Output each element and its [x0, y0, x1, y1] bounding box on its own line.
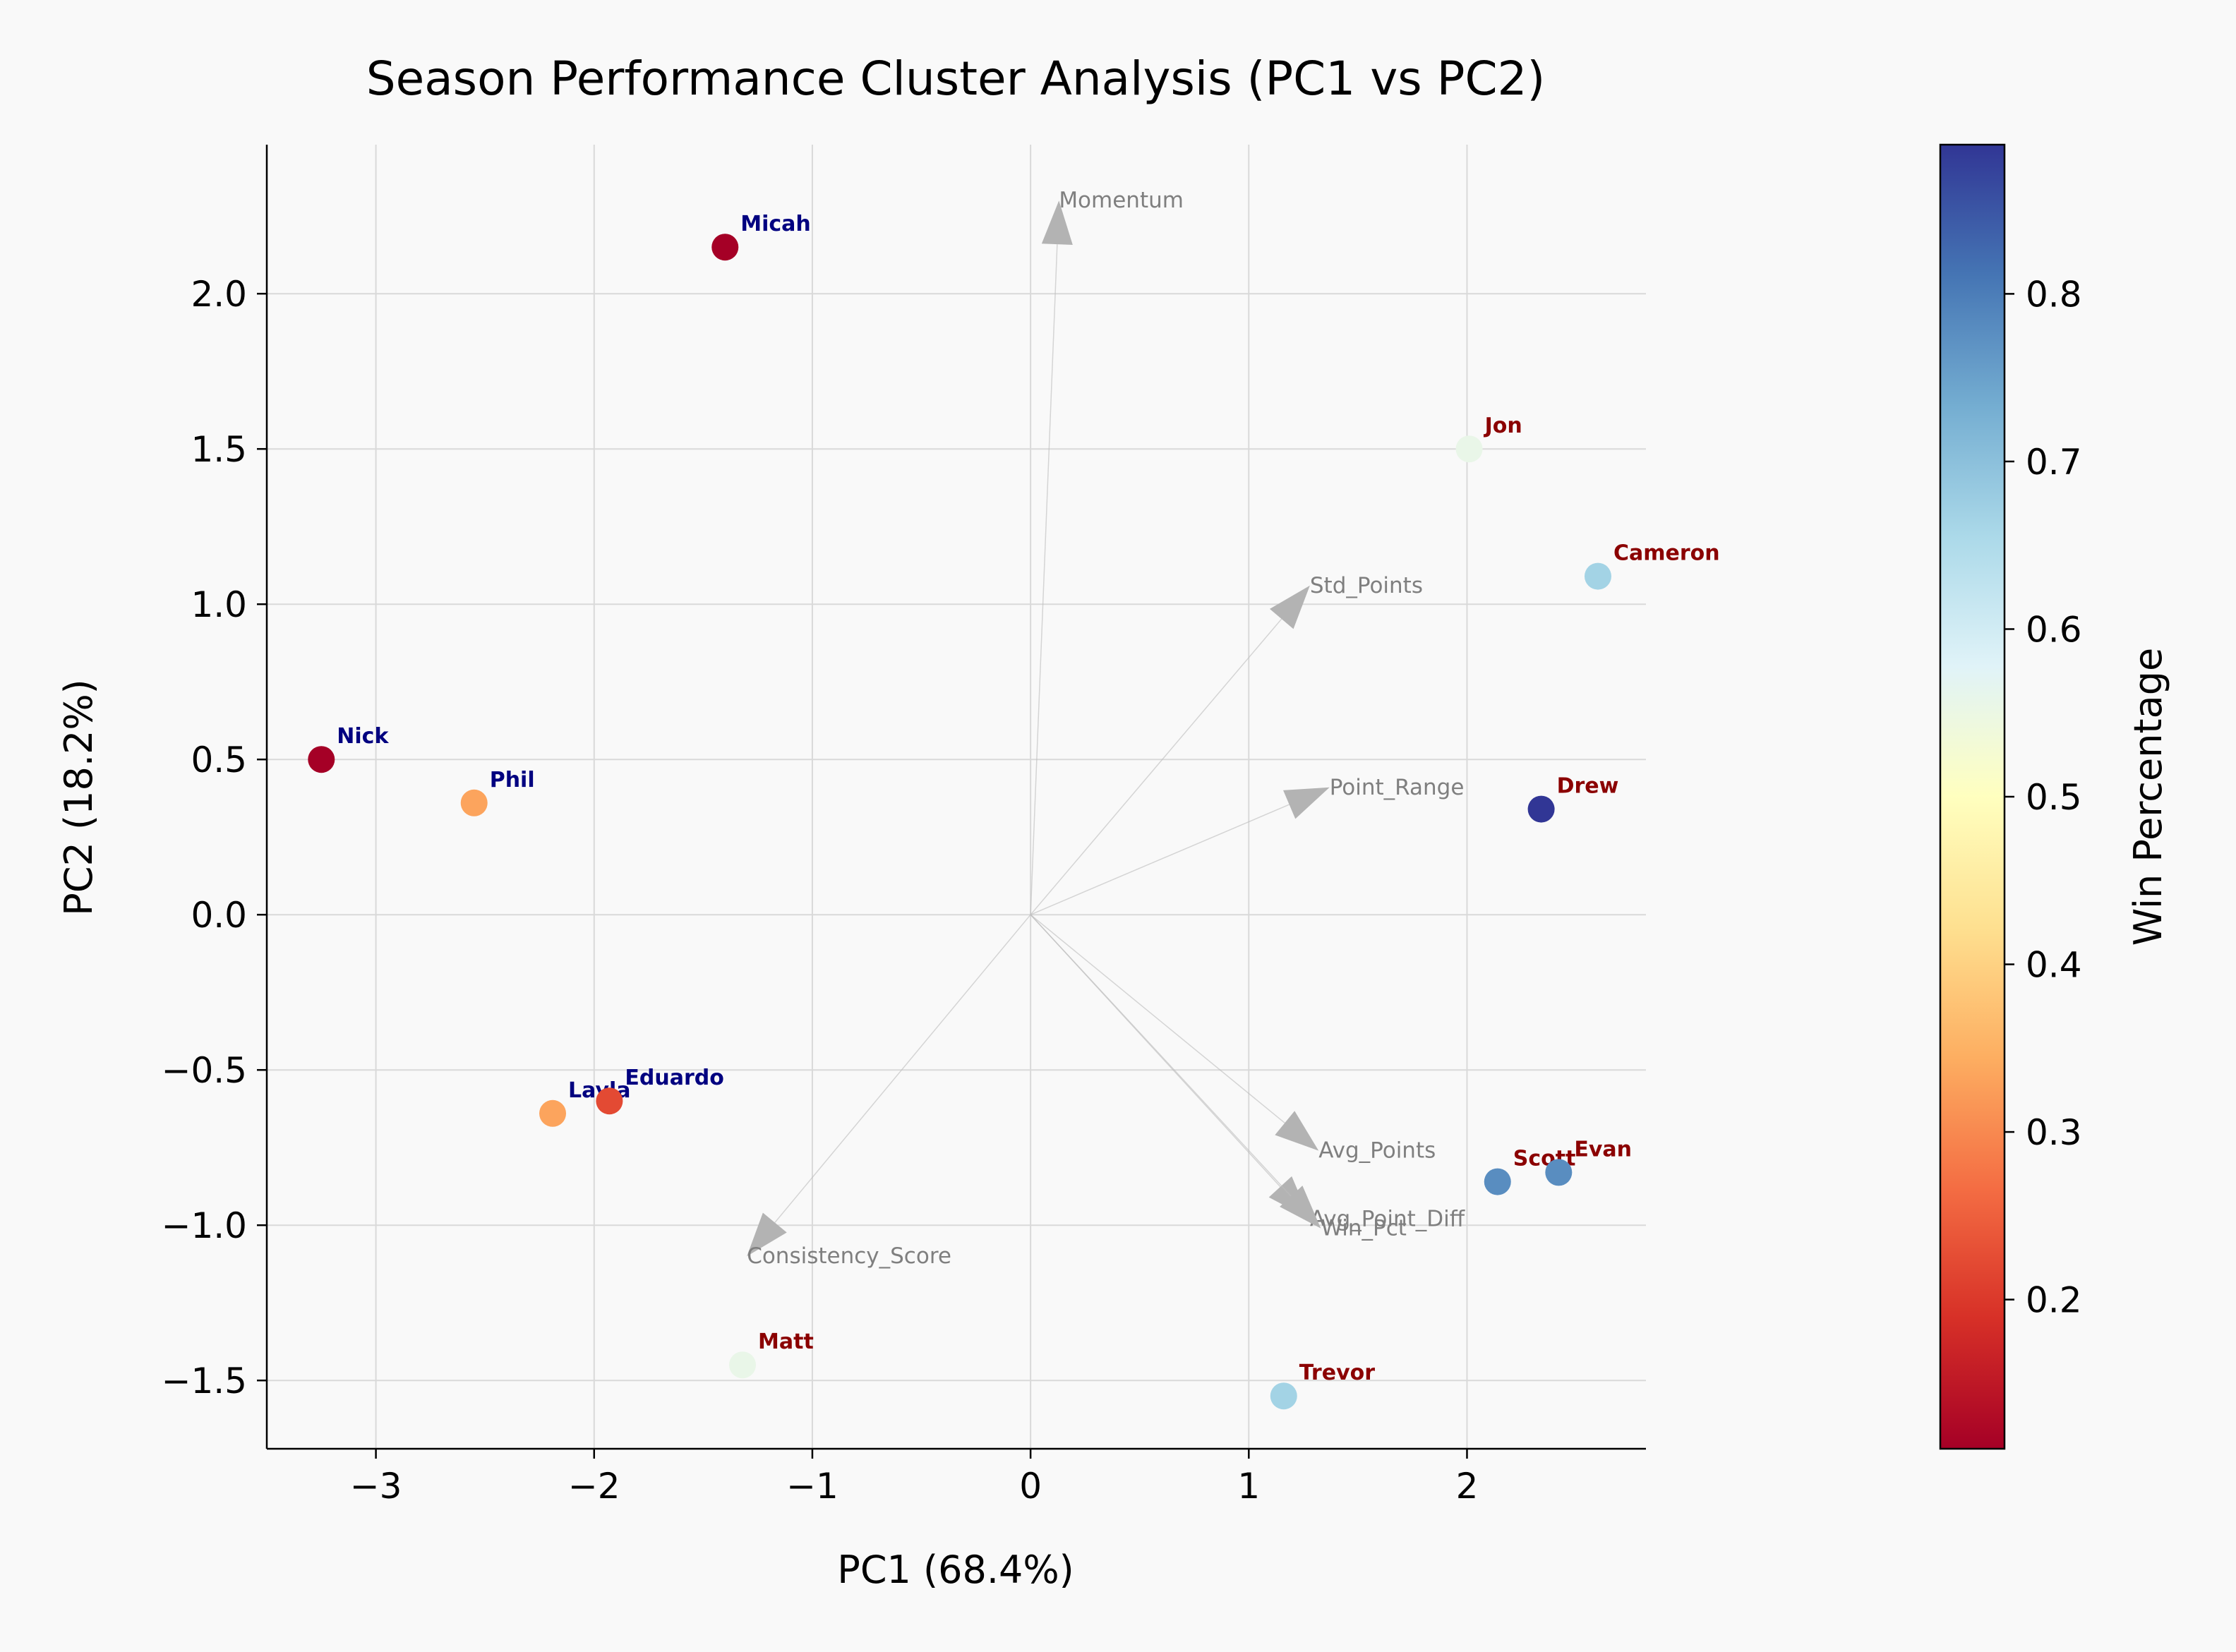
point-label: Jon [1484, 414, 1522, 438]
loading-line [1030, 618, 1282, 915]
chart-title: Season Performance Cluster Analysis (PC1… [366, 52, 1546, 106]
x-tick-label: −3 [350, 1466, 402, 1507]
loading-arrowhead [1283, 787, 1330, 819]
loading-label: Std_Points [1310, 573, 1423, 598]
data-point [711, 234, 739, 261]
data-point [308, 746, 335, 773]
grid [267, 145, 1646, 1449]
x-axis-ticks: −3 −2 −1 0 1 2 [350, 1449, 1479, 1507]
point-label: Micah [740, 212, 811, 236]
data-point [460, 789, 488, 816]
y-tick-label: −1.0 [162, 1205, 247, 1246]
data-point [1527, 795, 1555, 823]
loading-vectors: Momentum Std_Points Point_Range Avg_Points A… [747, 188, 1465, 1269]
x-tick-label: 1 [1237, 1466, 1260, 1507]
loading-arrowhead [1275, 1111, 1319, 1151]
loading-label: Avg_Points [1318, 1138, 1436, 1164]
data-point [729, 1351, 757, 1379]
x-tick-label: 2 [1456, 1466, 1479, 1507]
data-point [1484, 1168, 1511, 1195]
point-label: Nick [337, 724, 389, 749]
data-point [1545, 1159, 1573, 1186]
colorbar-tick-label: 0.3 [2026, 1112, 2082, 1153]
loading-label: Win_Pct [1321, 1216, 1407, 1241]
x-tick-label: 0 [1019, 1466, 1042, 1507]
colorbar [1939, 143, 2006, 1450]
colorbar-ticks: 0.2 0.3 0.4 0.5 0.6 0.7 0.8 [2004, 274, 2082, 1321]
point-label: Phil [490, 768, 535, 792]
colorbar-tick-label: 0.8 [2026, 274, 2082, 315]
loading-label: Avg_Point_Diff [1310, 1206, 1465, 1231]
colorbar-tick-label: 0.6 [2026, 609, 2082, 650]
axis-spines [265, 145, 1646, 1450]
data-point [1270, 1382, 1297, 1410]
colorbar-label: Win Percentage [2126, 648, 2170, 946]
loading-arrowhead [1280, 1186, 1321, 1229]
point-label: Drew [1557, 774, 1619, 799]
y-tick-label: −0.5 [162, 1050, 247, 1091]
x-tick-label: −1 [786, 1466, 838, 1507]
colorbar-tick-label: 0.2 [2026, 1280, 2082, 1321]
point-label: Matt [758, 1330, 814, 1354]
loading-line [1030, 914, 1285, 1123]
data-point [539, 1099, 567, 1127]
loading-label: Momentum [1059, 188, 1184, 213]
loading-label: Point_Range [1330, 775, 1465, 800]
data-point [596, 1087, 623, 1115]
x-axis-label: PC1 (68.4%) [837, 1548, 1074, 1592]
colorbar-tick-label: 0.5 [2026, 777, 2082, 818]
colorbar-tick-label: 0.7 [2026, 442, 2082, 483]
y-tick-label: 1.0 [191, 584, 247, 625]
loading-arrowhead [747, 1212, 787, 1257]
loading-arrowhead [1041, 200, 1073, 246]
loading-arrowhead [1269, 585, 1310, 629]
loading-line [1030, 914, 1292, 1197]
y-tick-label: 0.5 [191, 740, 247, 780]
data-point [1455, 435, 1483, 463]
point-label: Evan [1574, 1137, 1632, 1162]
y-tick-label: −1.5 [162, 1361, 247, 1401]
colorbar-tick-label: 0.4 [2026, 945, 2082, 986]
y-tick-label: 2.0 [191, 274, 247, 315]
x-tick-label: −2 [568, 1466, 620, 1507]
loading-line [774, 914, 1031, 1223]
point-label: Eduardo [625, 1066, 723, 1090]
loading-label: Consistency_Score [747, 1243, 951, 1269]
y-tick-label: 1.5 [191, 429, 247, 470]
loading-line [1030, 244, 1058, 915]
y-axis-label: PC2 (18.2%) [56, 679, 101, 915]
point-label: Cameron [1613, 541, 1720, 566]
loading-line [1030, 804, 1290, 915]
point-label: Trevor [1299, 1361, 1375, 1385]
y-tick-label: 0.0 [191, 895, 247, 936]
data-point [1584, 562, 1611, 590]
y-axis-ticks: −1.5 −1.0 −0.5 0.0 0.5 1.0 1.5 2.0 [162, 274, 267, 1401]
